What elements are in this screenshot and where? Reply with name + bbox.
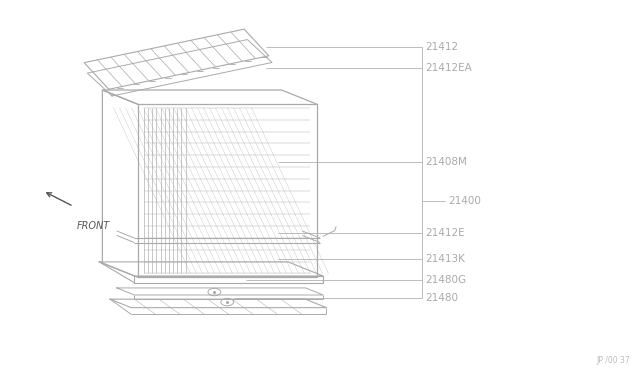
Text: 21413K: 21413K [426,254,465,263]
Text: 21412EA: 21412EA [426,63,472,73]
Text: 21400: 21400 [448,196,481,206]
Text: FRONT: FRONT [77,221,110,231]
Text: 21480: 21480 [426,293,459,302]
Text: 21480G: 21480G [426,275,467,285]
Text: 21412E: 21412E [426,228,465,237]
Text: 21408M: 21408M [426,157,467,167]
Text: JP /00 37: JP /00 37 [596,356,630,365]
Text: 21412: 21412 [426,42,459,51]
